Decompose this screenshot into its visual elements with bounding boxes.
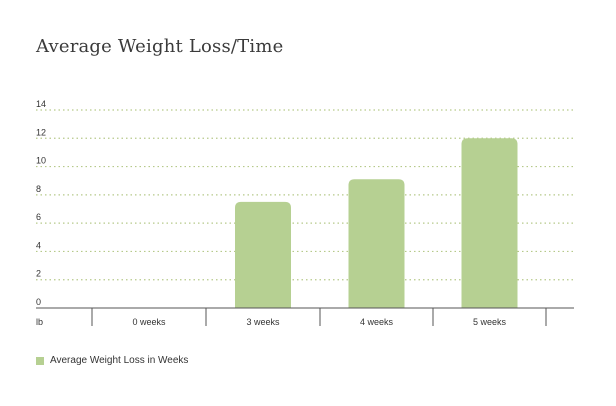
y-tick-label: 12 — [36, 127, 46, 137]
y-tick-label: 10 — [36, 156, 46, 166]
x-tick-label: 5 weeks — [473, 317, 507, 327]
y-tick-labels: 0 2 4 6 8 10 12 14 — [36, 99, 46, 307]
y-tick-label: 6 — [36, 212, 41, 222]
legend-label: Average Weight Loss in Weeks — [50, 355, 189, 366]
bar — [348, 179, 405, 308]
bars — [235, 138, 518, 308]
x-tick-label: 4 weeks — [360, 317, 394, 327]
y-tick-label: 4 — [36, 240, 41, 250]
chart-title: Average Weight Loss/Time — [36, 36, 284, 57]
y-tick-label: 14 — [36, 99, 46, 109]
x-tick-label: 0 weeks — [132, 317, 166, 327]
legend-swatch — [36, 356, 44, 365]
y-tick-label: 2 — [36, 269, 41, 279]
y-tick-label: 8 — [36, 184, 41, 194]
bar — [461, 138, 518, 308]
x-tick-label: 3 weeks — [246, 317, 280, 327]
y-tick-label: 0 — [36, 297, 41, 307]
bar — [235, 201, 291, 308]
legend: Average Weight Loss in Weeks — [36, 355, 188, 366]
x-axis — [36, 307, 574, 326]
y-unit-label: lb — [36, 317, 43, 327]
x-tick-labels: lb 0 weeks 3 weeks 4 weeks 5 weeks — [36, 317, 507, 327]
